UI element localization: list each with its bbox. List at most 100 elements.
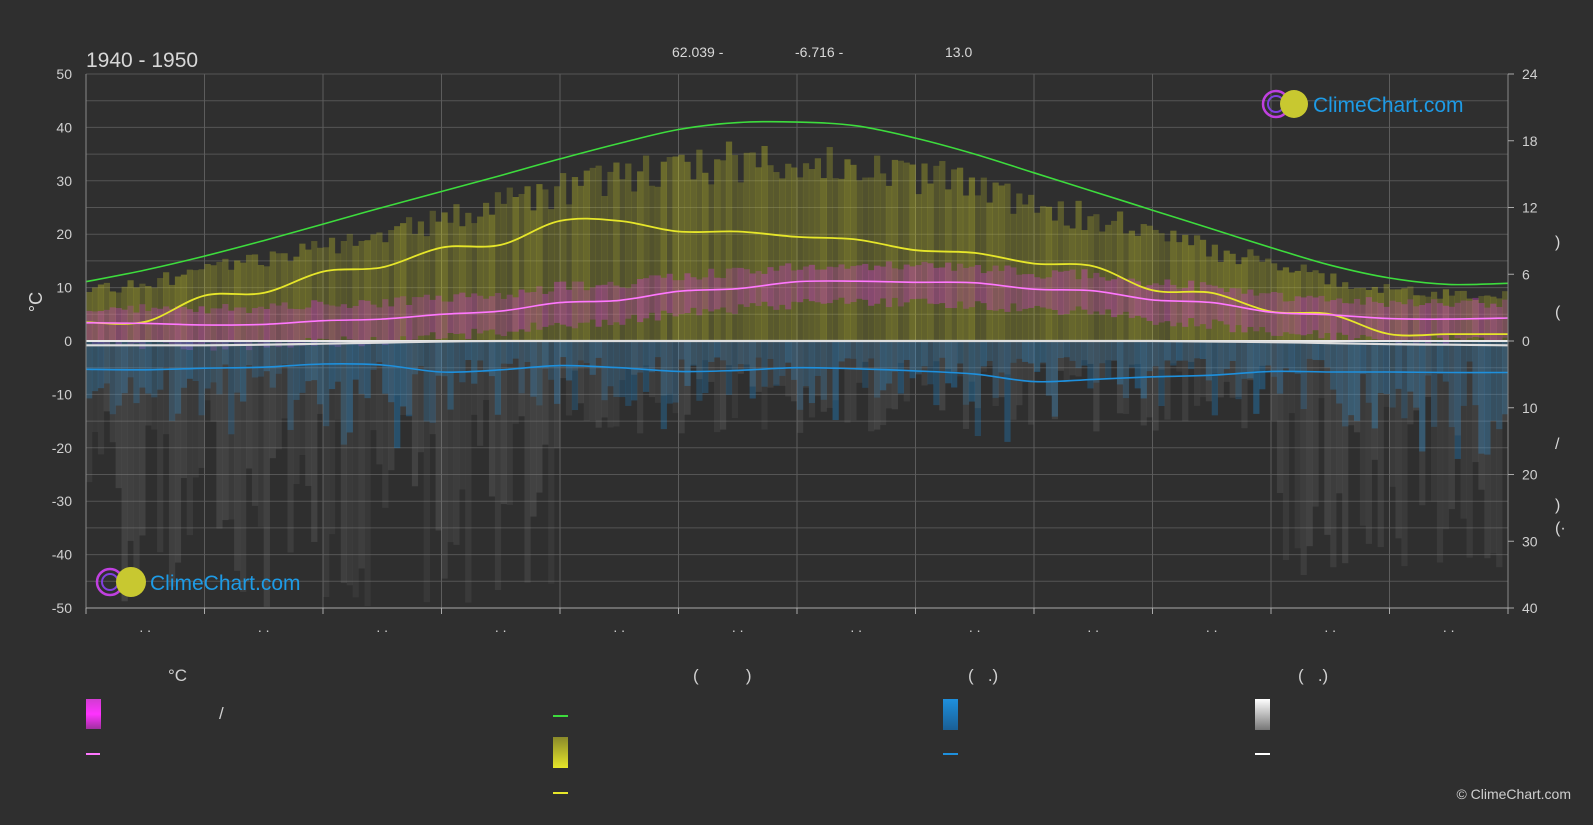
temp-range-bar [86,310,93,342]
temp-range-bar [323,304,330,340]
sunshine-bar [868,177,875,341]
sunshine-bar [257,264,265,341]
snow-bar [909,341,916,372]
y2-tick-label: 0 [1522,333,1530,349]
rain-bar [512,341,519,359]
rain-bar [103,341,110,384]
rain-bar [548,341,555,380]
temp-range-bar [1324,301,1331,334]
temp-range-bar [1383,306,1390,342]
snow-bar [708,341,715,382]
sunshine-bar [992,182,999,341]
temp-range-bar [725,268,733,313]
temp-range-bar [477,295,484,334]
rain-bar [1028,341,1035,364]
temp-range-bar [962,267,970,309]
snow-bar [305,341,312,486]
sunshine-bar [536,184,543,341]
logo-text: ClimeChart.com [150,572,301,595]
temp-range-bar [808,264,816,302]
temp-range-bar [980,273,987,304]
temp-range-bar [1146,285,1153,321]
sunshine-bar [1496,298,1503,341]
sunshine-bar [1259,261,1266,341]
x-tick-label: . . [139,619,151,635]
snow-bar [328,341,336,535]
snow-bar [1288,341,1295,414]
y2-tick-label: 40 [1522,600,1538,616]
sunshine-bar [1294,270,1301,341]
rain-bar [761,341,768,387]
snow-bar [346,341,353,586]
snow-bar [595,341,602,428]
rain-bar [1247,341,1254,379]
rain-bar [998,341,1005,373]
snow-bar [874,341,881,430]
rain-bar [1348,341,1355,416]
rain-bar [488,341,496,377]
temp-range-bar [625,288,632,319]
snow-bar [139,341,146,536]
sunshine-bar [1069,228,1076,341]
rain-bar [1401,341,1408,419]
rain-bar [690,341,697,366]
snow-bar [500,341,507,505]
snow-bar [773,341,780,385]
logo-bottom: ClimeChart.com [95,567,301,597]
sunshine-bar [909,164,916,341]
sunshine-bar [1300,264,1307,341]
rain-bar [1116,341,1124,385]
rain-bar [1484,341,1491,455]
y2-tick-label: 18 [1522,133,1538,149]
snow-bar [477,341,484,446]
sunshine-bar [145,286,152,341]
snow-bar [530,341,537,517]
rain-bar [323,341,330,427]
temp-range-bar [1425,303,1432,344]
snow-bar [856,341,863,383]
rain-bar [1282,341,1290,369]
sunshine-bar [358,240,365,341]
temp-range-bar [791,270,798,302]
temp-range-bar [589,287,596,320]
rain-bar [903,341,910,360]
temp-range-bar [471,293,478,329]
sunshine-bar [1134,235,1141,341]
temp-range-bar [1413,306,1420,345]
temp-range-bar [1010,267,1017,304]
sunshine-bar [690,179,697,341]
sunshine-bar [186,269,193,341]
snow-bar [435,341,442,531]
temp-range-bar [642,278,650,319]
snow-bar [654,341,662,403]
snow-bar [601,341,608,418]
sunshine-bar [577,185,584,341]
rain-bar [1324,341,1331,368]
rain-bar [1170,341,1177,366]
sunshine-bar [311,241,318,341]
snow-bar [945,341,952,369]
snow-bar [269,341,276,459]
snow-bar [1223,341,1230,382]
temp-range-bar [820,269,827,304]
rain-bar [524,341,531,363]
rain-bar [299,341,306,393]
temp-range-bar [601,284,608,320]
temp-range-bar [1045,277,1053,309]
sunshine-bar [589,167,596,341]
snow-bar [151,341,158,430]
snow-bar [554,341,561,449]
snow-bar [1336,341,1343,494]
sunshine-bar [1223,250,1230,341]
rain-bar [1045,341,1053,396]
temp-range-bar [826,266,833,304]
rain-bar [364,341,371,399]
rain-bar [1205,341,1213,381]
sunshine-bar [512,196,519,341]
snow-bar [962,341,970,429]
sunshine-bar [488,214,496,341]
temp-range-bar [1276,292,1284,337]
temp-range-bar [1472,297,1479,338]
temp-range-bar [767,267,774,307]
rain-bar [1300,341,1307,410]
